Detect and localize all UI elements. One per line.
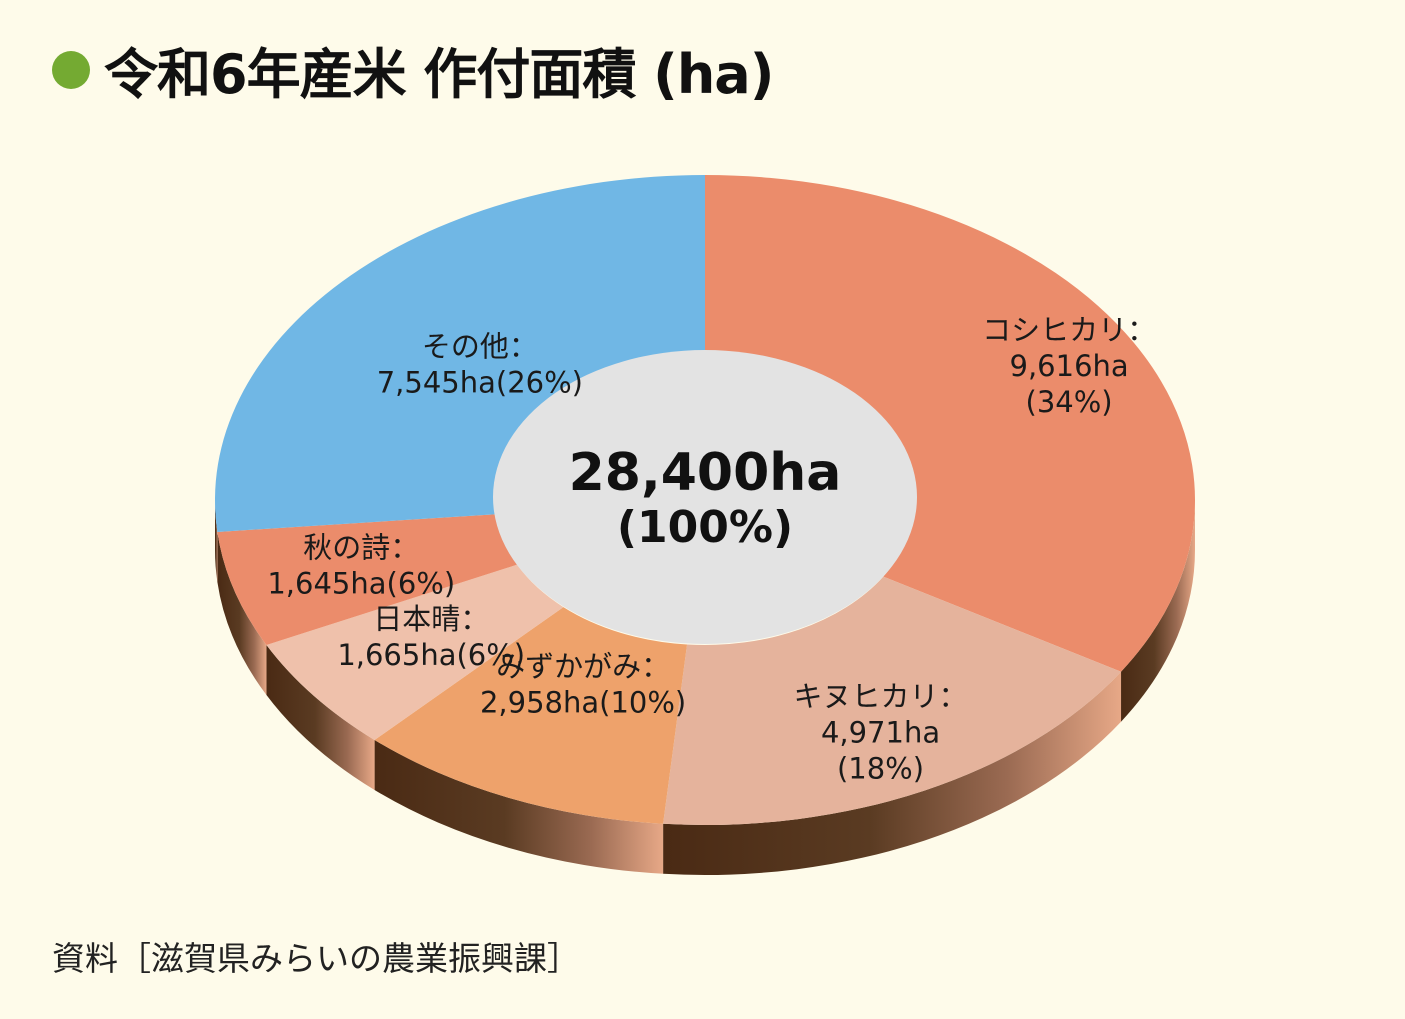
pie-slice-キヌヒカリ [663, 576, 1122, 826]
pie-center [493, 350, 917, 644]
pie-side-0 [1121, 500, 1195, 722]
slice-label-line: 秋の詩： [303, 531, 419, 565]
pie-side-3 [266, 644, 375, 790]
total-label: 28,400ha [569, 443, 842, 503]
pie-slice-その他 [215, 175, 706, 532]
slice-label-キヌヒカリ: キヌヒカリ：4,971ha(18%) [794, 679, 968, 785]
pie-side-4 [217, 531, 267, 695]
slice-label-line: 1,645ha(6%) [267, 567, 455, 601]
pie-side-1 [663, 671, 1122, 875]
slice-label-line: キヌヒカリ： [794, 679, 968, 713]
slice-label-line: (34%) [1026, 385, 1113, 419]
pie-side-2 [374, 739, 664, 874]
source-note: 資料［滋賀県みらいの農業振興課］ [52, 939, 580, 978]
pie-slice-日本晴 [266, 564, 564, 740]
pie-slice-秋の詩 [217, 514, 518, 645]
slice-label-みずかがみ: みずかがみ：2,958ha(10%) [480, 650, 686, 720]
slice-label-line: (18%) [837, 751, 924, 785]
pie-slice-コシヒカリ [705, 175, 1195, 672]
slice-label-line: 9,616ha [1010, 349, 1129, 383]
pie-slice-みずかがみ [374, 607, 688, 824]
slice-label-line: 4,971ha [821, 715, 940, 749]
slice-label-line: その他： [422, 330, 538, 364]
slice-label-line: 日本晴： [373, 602, 489, 636]
bullet-dot-icon [52, 50, 90, 89]
chart-title-row: 令和6年産米 作付面積 (ha) [52, 30, 774, 109]
pie-side-5 [215, 500, 218, 582]
slice-label-line: 7,545ha(26%) [377, 366, 583, 400]
chart-title: 令和6年産米 作付面積 (ha) [104, 43, 774, 106]
slice-label-line: コシヒカリ： [982, 313, 1156, 347]
slice-label-line: みずかがみ： [496, 650, 670, 684]
slice-label-秋の詩: 秋の詩：1,645ha(6%) [267, 531, 455, 601]
slice-label-コシヒカリ: コシヒカリ：9,616ha(34%) [982, 313, 1156, 419]
slice-label-line: 2,958ha(10%) [480, 686, 686, 720]
total-percent-label: (100%) [617, 502, 793, 553]
slice-label-日本晴: 日本晴：1,665ha(6%) [337, 602, 525, 672]
slice-label-その他: その他：7,545ha(26%) [377, 330, 583, 400]
slice-label-line: 1,665ha(6%) [337, 638, 525, 672]
